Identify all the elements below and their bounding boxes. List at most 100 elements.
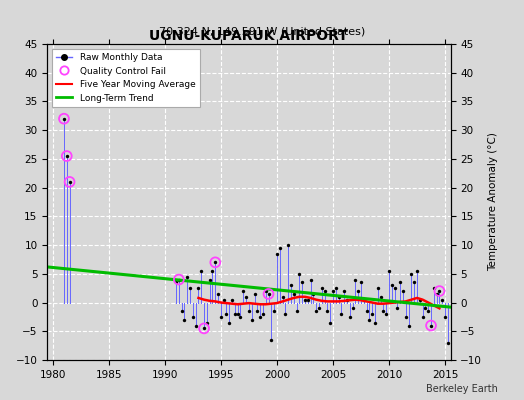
Point bbox=[374, 285, 382, 291]
Point bbox=[399, 288, 407, 294]
Point bbox=[264, 291, 272, 297]
Point bbox=[62, 153, 71, 159]
Point bbox=[200, 325, 208, 332]
Point bbox=[222, 311, 231, 317]
Point bbox=[348, 305, 357, 312]
Point bbox=[276, 245, 284, 251]
Point bbox=[368, 311, 376, 317]
Point bbox=[357, 279, 365, 286]
Point bbox=[245, 308, 253, 314]
Point bbox=[441, 314, 449, 320]
Point bbox=[407, 271, 416, 277]
Point bbox=[365, 316, 374, 323]
Point bbox=[298, 279, 307, 286]
Point bbox=[208, 268, 216, 274]
Point bbox=[354, 288, 363, 294]
Point bbox=[343, 296, 351, 303]
Point bbox=[174, 276, 183, 283]
Point bbox=[323, 308, 332, 314]
Text: Berkeley Earth: Berkeley Earth bbox=[426, 384, 498, 394]
Point bbox=[174, 276, 183, 283]
Point bbox=[189, 314, 197, 320]
Y-axis label: Temperature Anomaly (°C): Temperature Anomaly (°C) bbox=[488, 132, 498, 272]
Point bbox=[220, 296, 228, 303]
Point bbox=[346, 314, 354, 320]
Point bbox=[419, 314, 427, 320]
Point bbox=[427, 322, 435, 329]
Point bbox=[197, 268, 205, 274]
Point bbox=[427, 322, 435, 329]
Point bbox=[413, 268, 421, 274]
Point bbox=[435, 288, 444, 294]
Point bbox=[307, 276, 315, 283]
Point bbox=[272, 250, 281, 257]
Point bbox=[410, 279, 418, 286]
Point bbox=[292, 308, 301, 314]
Point bbox=[250, 291, 259, 297]
Point bbox=[253, 308, 261, 314]
Point bbox=[225, 320, 234, 326]
Point bbox=[301, 296, 309, 303]
Point bbox=[438, 296, 446, 303]
Point bbox=[363, 308, 371, 314]
Point bbox=[290, 291, 298, 297]
Point bbox=[281, 311, 290, 317]
Point bbox=[421, 305, 430, 312]
Point bbox=[66, 179, 74, 185]
Point bbox=[66, 179, 74, 185]
Text: 70.324 N, 149.591 W (United States): 70.324 N, 149.591 W (United States) bbox=[159, 26, 365, 36]
Point bbox=[326, 320, 334, 326]
Point bbox=[430, 285, 438, 291]
Legend: Raw Monthly Data, Quality Control Fail, Five Year Moving Average, Long-Term Tren: Raw Monthly Data, Quality Control Fail, … bbox=[52, 48, 200, 107]
Point bbox=[337, 311, 345, 317]
Point bbox=[264, 291, 272, 297]
Point bbox=[211, 259, 220, 266]
Point bbox=[332, 285, 340, 291]
Point bbox=[183, 274, 191, 280]
Point bbox=[231, 311, 239, 317]
Point bbox=[172, 279, 180, 286]
Point bbox=[405, 322, 413, 329]
Point bbox=[416, 296, 424, 303]
Point bbox=[444, 340, 452, 346]
Point bbox=[401, 314, 410, 320]
Point bbox=[270, 308, 278, 314]
Point bbox=[261, 288, 270, 294]
Point bbox=[351, 276, 359, 283]
Point bbox=[390, 285, 399, 291]
Point bbox=[284, 242, 292, 248]
Point bbox=[371, 320, 379, 326]
Point bbox=[359, 296, 368, 303]
Point bbox=[256, 314, 264, 320]
Point bbox=[432, 291, 441, 297]
Point bbox=[295, 271, 303, 277]
Point bbox=[178, 308, 186, 314]
Point bbox=[60, 116, 68, 122]
Point bbox=[191, 322, 200, 329]
Point bbox=[303, 296, 312, 303]
Point bbox=[329, 288, 337, 294]
Point bbox=[393, 305, 401, 312]
Point bbox=[242, 294, 250, 300]
Point bbox=[236, 314, 245, 320]
Point bbox=[340, 288, 348, 294]
Point bbox=[334, 294, 343, 300]
Point bbox=[435, 288, 444, 294]
Point bbox=[217, 314, 225, 320]
Point bbox=[247, 316, 256, 323]
Point bbox=[315, 305, 323, 312]
Title: UGNU-KUPARUK AIRPORT: UGNU-KUPARUK AIRPORT bbox=[149, 29, 348, 43]
Point bbox=[228, 296, 236, 303]
Point bbox=[180, 316, 189, 323]
Point bbox=[214, 291, 222, 297]
Point bbox=[379, 308, 388, 314]
Point bbox=[318, 285, 326, 291]
Point bbox=[382, 311, 390, 317]
Point bbox=[267, 337, 276, 343]
Point bbox=[60, 116, 68, 122]
Point bbox=[396, 279, 405, 286]
Point bbox=[278, 294, 287, 300]
Point bbox=[186, 285, 194, 291]
Point bbox=[388, 282, 396, 288]
Point bbox=[259, 311, 267, 317]
